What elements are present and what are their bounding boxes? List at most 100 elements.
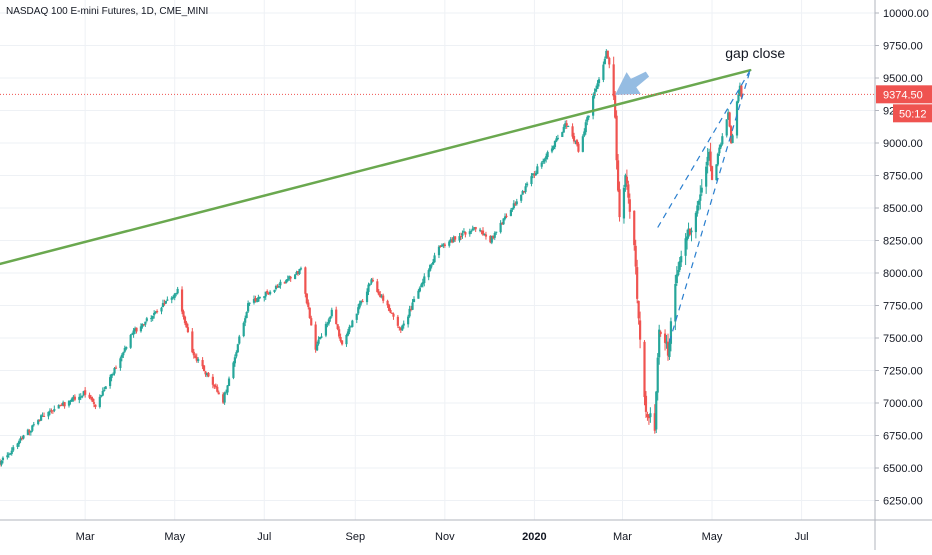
candle-body [98, 396, 101, 407]
candle-body [29, 430, 32, 433]
candle-body [20, 437, 24, 439]
candle-body [401, 325, 404, 331]
candle-body [227, 378, 231, 386]
candle-body [423, 276, 426, 284]
candle-body [633, 210, 636, 246]
candle-body [505, 215, 508, 217]
candle-body [377, 291, 380, 295]
candle-body [38, 420, 41, 422]
candle-body [176, 288, 179, 294]
candle-body [512, 203, 515, 209]
candle-body [492, 235, 495, 239]
candle-body [622, 187, 626, 219]
candle-body [339, 337, 342, 341]
candle-body [740, 85, 743, 97]
candle-body [493, 233, 496, 238]
candle-body [411, 302, 414, 310]
candle-body [224, 391, 228, 393]
candle-body [655, 391, 658, 430]
candle-body [448, 241, 451, 246]
candle-body [1, 457, 5, 461]
candle-body [412, 299, 416, 302]
candle-body [346, 331, 350, 336]
candle-body [183, 316, 187, 324]
y-tick-label: 9000.00 [883, 138, 923, 150]
candle-body [72, 396, 75, 399]
candle-body [572, 136, 576, 142]
y-tick-label: 7000.00 [883, 398, 923, 410]
candle-body [201, 360, 204, 367]
candle-body [484, 234, 488, 237]
x-tick-label: 2020 [522, 531, 546, 543]
candle-body [634, 245, 637, 267]
candle-body [173, 293, 176, 298]
candle-body [639, 320, 642, 340]
x-tick-label: Sep [345, 531, 365, 543]
candle-body [500, 223, 504, 225]
candle-body [521, 191, 524, 195]
candle-body [699, 194, 702, 201]
candle-body [154, 311, 157, 313]
candle-body [314, 324, 317, 350]
candle-body [409, 308, 413, 310]
candle-body [123, 348, 126, 352]
candle-body [705, 166, 708, 187]
candle-body [530, 176, 533, 184]
candle-body [596, 83, 599, 89]
candle-body [299, 268, 303, 270]
candle-body [274, 285, 278, 289]
candle-body [696, 205, 699, 214]
candle-body [132, 330, 135, 335]
candle-body [396, 316, 399, 326]
candle-body [317, 339, 320, 344]
candle-body [710, 166, 714, 180]
candle-body [235, 352, 238, 357]
candle-body [603, 58, 606, 65]
candle-body [244, 318, 247, 323]
candle-body [31, 425, 34, 431]
candle-body [81, 396, 84, 398]
candle-body [255, 301, 259, 303]
candle-body [555, 138, 558, 142]
candle-body [180, 289, 184, 312]
candle-body [101, 390, 104, 396]
candle-body [170, 297, 173, 300]
candle-body [79, 396, 82, 398]
candle-body [226, 385, 229, 393]
candle-body [574, 140, 577, 142]
candle-body [690, 230, 693, 233]
y-tick-label: 10000.00 [883, 8, 929, 20]
candle-body [449, 239, 452, 242]
candle-body [430, 265, 433, 267]
candle-body [92, 402, 96, 404]
candle-body [327, 319, 330, 324]
x-tick-label: Jul [257, 531, 271, 543]
candle-body [91, 398, 94, 402]
candle-body [534, 173, 537, 176]
y-tick-label: 8750.00 [883, 171, 923, 183]
candle-body [194, 355, 197, 358]
candle-body [614, 95, 617, 118]
candle-body [252, 299, 256, 303]
candle-body [195, 357, 198, 361]
candle-body [420, 284, 423, 287]
candle-body [716, 153, 720, 165]
candle-body [637, 300, 640, 319]
y-tick-label: 7500.00 [883, 333, 923, 345]
candle-body [133, 328, 137, 332]
candle-body [462, 231, 466, 233]
candle-body [577, 143, 580, 152]
candle-body [338, 329, 341, 337]
candle-body [616, 160, 620, 191]
candle-body [431, 261, 435, 265]
candle-body [636, 267, 639, 299]
candle-body [257, 297, 260, 302]
candle-body [216, 386, 219, 392]
candle-body [542, 160, 545, 163]
candle-body [461, 233, 464, 236]
candle-body [247, 303, 250, 312]
candle-body [525, 183, 529, 186]
candle-body [531, 173, 535, 176]
candle-body [185, 322, 188, 328]
candle-body [340, 340, 344, 345]
